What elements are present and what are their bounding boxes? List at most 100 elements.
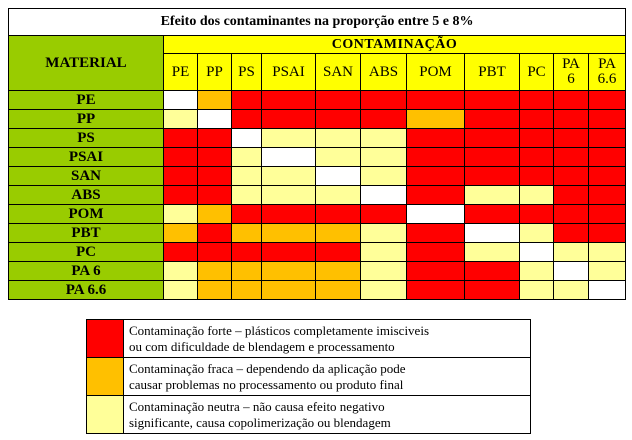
matrix-cell (360, 223, 407, 243)
matrix-cell (587, 90, 627, 110)
legend-swatch (86, 395, 124, 434)
matrix-cell (197, 185, 232, 205)
matrix-cell (261, 147, 316, 167)
row-material-label: PS (8, 128, 164, 148)
matrix-cell (587, 109, 627, 129)
matrix-cell (315, 166, 361, 186)
matrix-cell (315, 204, 361, 224)
legend-swatch (86, 319, 124, 358)
matrix-cell (519, 166, 554, 186)
matrix-cell (315, 128, 361, 148)
legend-line: significante, causa copolimerização ou b… (129, 414, 391, 430)
matrix-cell (163, 185, 198, 205)
matrix-cell (315, 109, 361, 129)
matrix-cell (315, 90, 361, 110)
matrix-cell (163, 242, 198, 262)
row-material-label: PA 6 (8, 261, 164, 281)
matrix-cell (406, 223, 465, 243)
matrix-cell (553, 261, 589, 281)
matrix-cell (406, 204, 465, 224)
matrix-cell (587, 185, 627, 205)
matrix-cell (261, 223, 316, 243)
matrix-cell (406, 128, 465, 148)
matrix-cell (464, 223, 520, 243)
column-header-row: PE PP PS PSAI SAN ABS POM PBT PC PA 6 PA 6.6 (9, 53, 627, 91)
matrix-cell (231, 280, 262, 300)
matrix-cell (406, 280, 465, 300)
matrix-cell (261, 280, 316, 300)
matrix-cell (464, 185, 520, 205)
matrix-cell (553, 90, 589, 110)
matrix-cell (587, 128, 627, 148)
column-header: PC (519, 53, 554, 91)
matrix-cell (587, 147, 627, 167)
table-title: Efeito dos contaminantes na proporção en… (7, 8, 627, 36)
matrix-cell (587, 261, 627, 281)
matrix-cell (360, 261, 407, 281)
matrix-cell (197, 280, 232, 300)
matrix-cell (360, 147, 407, 167)
column-header: PBT (464, 53, 520, 91)
matrix-cell (261, 90, 316, 110)
matrix-cell (519, 147, 554, 167)
legend-row: Contaminação fraca – dependendo da aplic… (86, 357, 531, 396)
matrix-cell (197, 109, 232, 129)
legend-line: Contaminação fraca – dependendo da aplic… (129, 360, 406, 376)
matrix-cell (464, 242, 520, 262)
row-material-label: POM (8, 204, 164, 224)
table-row: POM (8, 204, 627, 224)
matrix-cell (261, 261, 316, 281)
matrix-cell (519, 242, 554, 262)
table-row: ABS (8, 185, 627, 205)
matrix-cell (163, 128, 198, 148)
column-header: PS (231, 53, 262, 91)
matrix-cell (315, 261, 361, 281)
legend-text: Contaminação fraca – dependendo da aplic… (123, 357, 531, 396)
matrix-cell (587, 280, 627, 300)
matrix-cell (261, 204, 316, 224)
matrix-cell (197, 90, 232, 110)
matrix-cell (406, 185, 465, 205)
matrix-cell (464, 109, 520, 129)
matrix-cell (163, 261, 198, 281)
contamination-matrix: Efeito dos contaminantes na proporção en… (7, 8, 627, 300)
matrix-cell (406, 90, 465, 110)
matrix-cell (231, 242, 262, 262)
legend-text: Contaminação forte – plásticos completam… (123, 319, 531, 358)
matrix-cell (315, 242, 361, 262)
matrix-cell (197, 261, 232, 281)
matrix-cell (553, 147, 589, 167)
matrix-cell (163, 280, 198, 300)
matrix-cell (587, 204, 627, 224)
matrix-cell (197, 242, 232, 262)
matrix-cell (519, 204, 554, 224)
matrix-cell (163, 223, 198, 243)
matrix-cell (231, 261, 262, 281)
matrix-cell (231, 109, 262, 129)
matrix-cell (406, 147, 465, 167)
matrix-cell (464, 204, 520, 224)
matrix-cell (464, 90, 520, 110)
table-row: PBT (8, 223, 627, 243)
matrix-cell (197, 223, 232, 243)
matrix-cell (519, 185, 554, 205)
legend-line: Contaminação forte – plásticos completam… (129, 322, 429, 338)
table-row: PE (8, 90, 627, 110)
matrix-cell (553, 185, 589, 205)
matrix-cell (261, 185, 316, 205)
matrix-cell (360, 109, 407, 129)
matrix-cell (553, 128, 589, 148)
table-row: PA 6 (8, 261, 627, 281)
matrix-cell (231, 185, 262, 205)
table-row: PS (8, 128, 627, 148)
row-material-label: PE (8, 90, 164, 110)
legend-line: causar problemas no processamento ou pro… (129, 376, 404, 392)
row-material-label: SAN (8, 166, 164, 186)
matrix-cell (519, 90, 554, 110)
matrix-cell (464, 261, 520, 281)
material-header: MATERIAL (8, 35, 164, 91)
column-header: POM (406, 53, 465, 91)
column-header: SAN (315, 53, 361, 91)
legend-row: Contaminação neutra – não causa efeito n… (86, 395, 531, 434)
contamination-header: CONTAMINAÇÃO (162, 35, 627, 54)
